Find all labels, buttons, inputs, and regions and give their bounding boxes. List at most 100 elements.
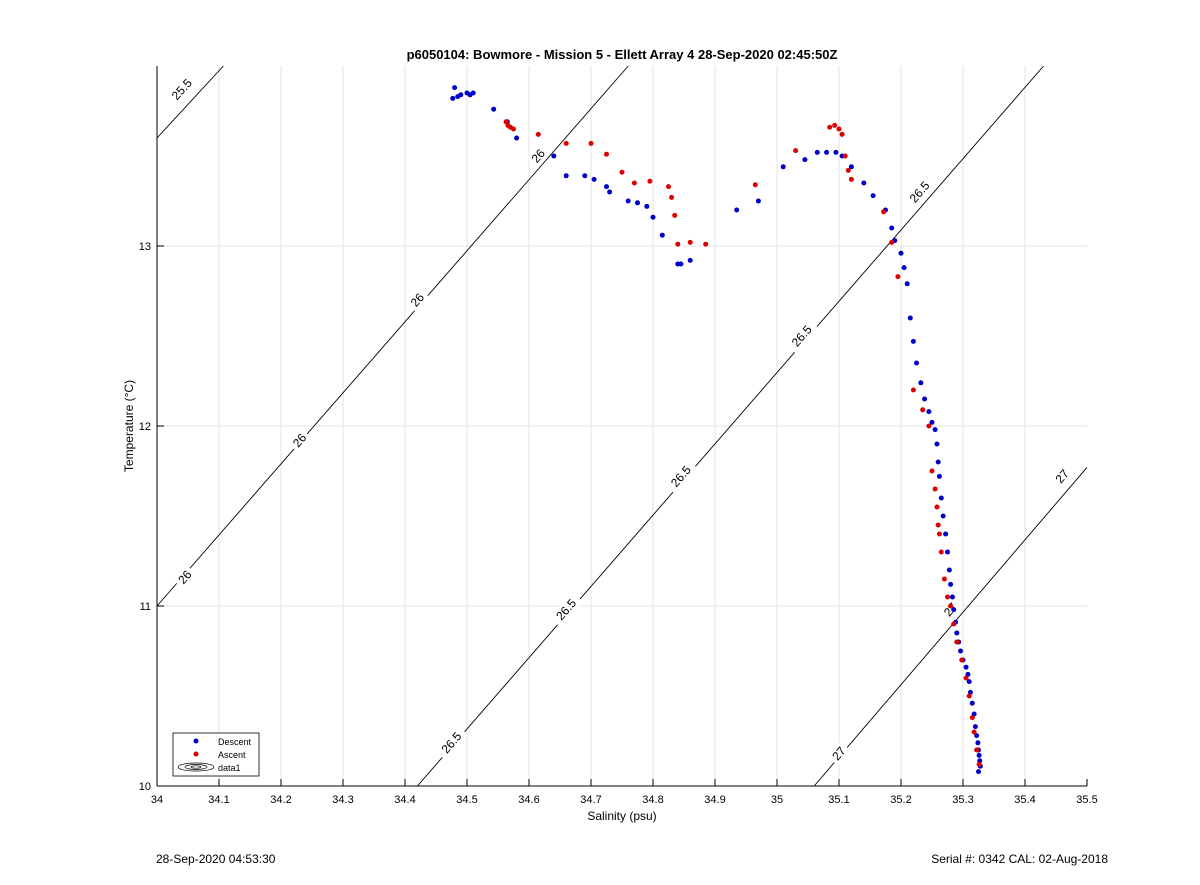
data-point-descent (932, 427, 938, 433)
data-point-ascent (938, 549, 944, 555)
y-tick-label: 13 (139, 241, 151, 253)
x-tick-label: 34.1 (208, 794, 229, 806)
grid-lines (157, 66, 1087, 786)
legend-descent-marker (193, 738, 199, 744)
data-point-ascent (969, 715, 975, 721)
data-point-descent (802, 157, 808, 163)
data-point-descent (929, 419, 935, 425)
data-point-descent (972, 724, 978, 730)
data-point-descent (635, 200, 640, 206)
x-tick-label: 35 (771, 794, 783, 806)
isopycnal-label-bg (1050, 464, 1075, 489)
data-point-ascent (974, 747, 980, 753)
data-point-ascent (832, 122, 838, 128)
data-point-ascent (839, 131, 845, 137)
data-point-ascent (934, 504, 940, 510)
isopycnal-label-bg (549, 592, 583, 628)
footer-serial-cal: Serial #: 0342 CAL: 02-Aug-2018 (931, 852, 1108, 866)
data-point-ascent (563, 140, 569, 146)
data-point-descent (644, 203, 650, 209)
isopycnal-label-bg (785, 318, 819, 354)
data-point-ascent (935, 522, 941, 528)
data-point-ascent (631, 180, 637, 186)
data-point-descent (938, 495, 944, 501)
data-point-ascent (752, 182, 758, 188)
data-point-descent (922, 396, 928, 402)
data-point-ascent (845, 167, 851, 173)
data-point-ascent (920, 407, 926, 413)
data-point-descent (780, 164, 786, 170)
data-point-descent (861, 180, 867, 186)
data-point-descent (687, 257, 693, 263)
data-point-ascent (926, 423, 932, 429)
data-point-ascent (971, 729, 977, 735)
data-point-ascent (954, 639, 960, 645)
data-point-ascent (963, 675, 969, 681)
data-point-descent (582, 173, 588, 179)
data-point-ascent (945, 594, 950, 600)
axes: 34 34.1 34.2 34.3 34.4 34.5 34.6 34.7 34.8 34.9 35… (139, 66, 1098, 806)
x-tick-label: 35.2 (890, 794, 911, 806)
x-tick-label: 35.3 (952, 794, 973, 806)
data-point-descent (976, 769, 981, 775)
data-point-ascent (976, 761, 982, 767)
x-tick-label: 34.7 (580, 794, 601, 806)
x-axis-label: Salinity (psu) (587, 809, 656, 823)
data-point-descent (948, 581, 954, 587)
data-point-descent (914, 360, 919, 366)
x-tick-label: 34.2 (270, 794, 291, 806)
data-point-descent (659, 232, 665, 238)
isopycnal-label-bg (165, 72, 199, 107)
legend-contour-icon (177, 762, 215, 772)
isopycnal-label-bg (526, 143, 551, 169)
data-point-descent (870, 193, 876, 199)
data-point-descent (934, 441, 940, 447)
data-point-descent (935, 459, 941, 465)
y-tick-label: 11 (140, 601, 151, 613)
data-point-descent (907, 315, 913, 321)
data-point-descent (491, 106, 497, 112)
data-point-descent (918, 380, 924, 386)
data-point-ascent (848, 176, 854, 182)
x-tick-label: 34.9 (704, 794, 725, 806)
data-point-descent (943, 531, 949, 537)
isopycnal-line (813, 467, 1088, 787)
x-tick-label: 34.8 (642, 794, 663, 806)
data-point-descent (969, 700, 975, 706)
data-point-descent (889, 225, 895, 231)
data-point-ascent (793, 148, 799, 154)
data-point-descent (976, 752, 982, 758)
data-point-ascent (932, 486, 938, 492)
isopycnal-label-bg (287, 428, 312, 453)
data-point-descent (814, 149, 820, 155)
data-point-ascent (535, 131, 541, 137)
isopycnal-line (156, 65, 224, 139)
data-point-ascent (703, 241, 709, 247)
data-point-descent (604, 184, 609, 190)
data-point-descent (551, 153, 557, 159)
data-point-descent (755, 198, 761, 204)
data-point-ascent (666, 184, 671, 190)
x-tick-label: 34.6 (518, 794, 539, 806)
legend-ascent-label: Ascent (218, 750, 246, 760)
isopycnal-label-bg (903, 174, 937, 210)
data-point-descent (949, 594, 955, 600)
data-point-descent (824, 149, 830, 155)
data-point-ascent (948, 603, 954, 609)
data-point-descent (951, 607, 957, 613)
data-point-ascent (910, 387, 916, 393)
data-point-ascent (669, 194, 675, 200)
data-point-descent (734, 207, 740, 213)
data-point-ascent (647, 178, 653, 184)
data-point-ascent (836, 126, 842, 132)
legend-descent-label: Descent (218, 737, 252, 747)
data-point-descent (848, 164, 854, 170)
data-point-ascent (827, 124, 833, 130)
data-point-descent (650, 214, 656, 220)
isopycnal-label-bg (173, 565, 197, 590)
data-point-descent (910, 338, 916, 344)
data-point-descent (901, 265, 907, 271)
x-tick-label: 35.1 (828, 794, 849, 806)
data-point-descent (563, 173, 569, 179)
isopycnal-line (417, 65, 1044, 787)
